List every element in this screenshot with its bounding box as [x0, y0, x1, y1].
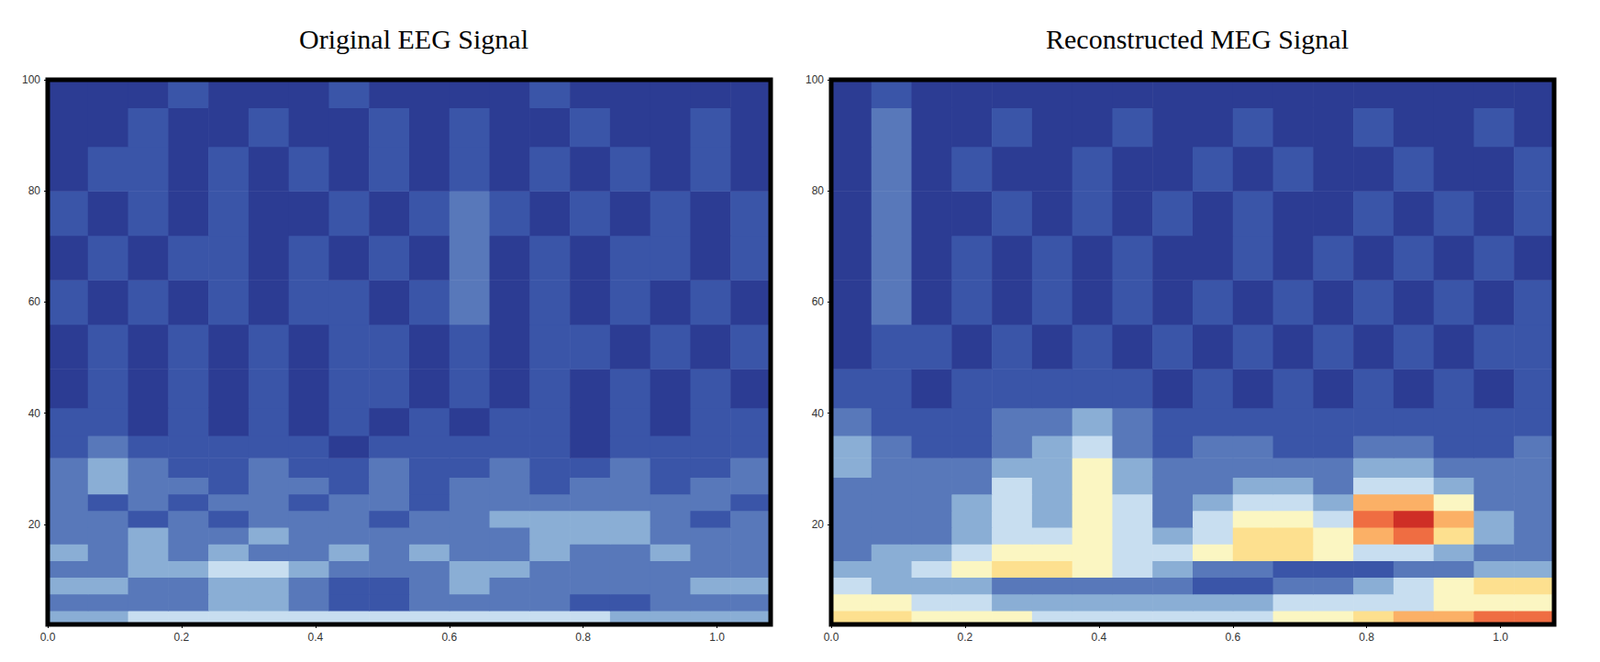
svg-text:Reconstructed MEG Signal: Reconstructed MEG Signal: [1045, 23, 1349, 55]
svg-text:60: 60: [811, 295, 825, 309]
svg-text:0.6: 0.6: [441, 631, 457, 645]
svg-text:40: 40: [811, 407, 825, 421]
svg-text:20: 20: [811, 518, 825, 532]
svg-text:0.2: 0.2: [174, 631, 190, 645]
svg-text:20: 20: [28, 518, 42, 532]
svg-text:60: 60: [28, 295, 42, 309]
svg-text:80: 80: [811, 184, 825, 198]
svg-text:0.4: 0.4: [308, 631, 324, 645]
svg-text:40: 40: [28, 407, 42, 421]
svg-text:0.0: 0.0: [40, 631, 56, 645]
svg-text:0.8: 0.8: [575, 631, 591, 645]
svg-text:1.0: 1.0: [709, 631, 725, 645]
svg-text:100: 100: [22, 73, 41, 87]
svg-text:0.8: 0.8: [1358, 631, 1375, 645]
svg-text:0.6: 0.6: [1224, 631, 1241, 645]
svg-text:1.0: 1.0: [1492, 631, 1509, 645]
svg-text:100: 100: [805, 73, 824, 87]
svg-text:80: 80: [28, 184, 42, 198]
svg-text:0.4: 0.4: [1091, 631, 1108, 645]
svg-text:0.0: 0.0: [823, 631, 840, 645]
svg-text:Original EEG Signal: Original EEG Signal: [299, 23, 529, 55]
svg-text:0.2: 0.2: [957, 631, 974, 645]
